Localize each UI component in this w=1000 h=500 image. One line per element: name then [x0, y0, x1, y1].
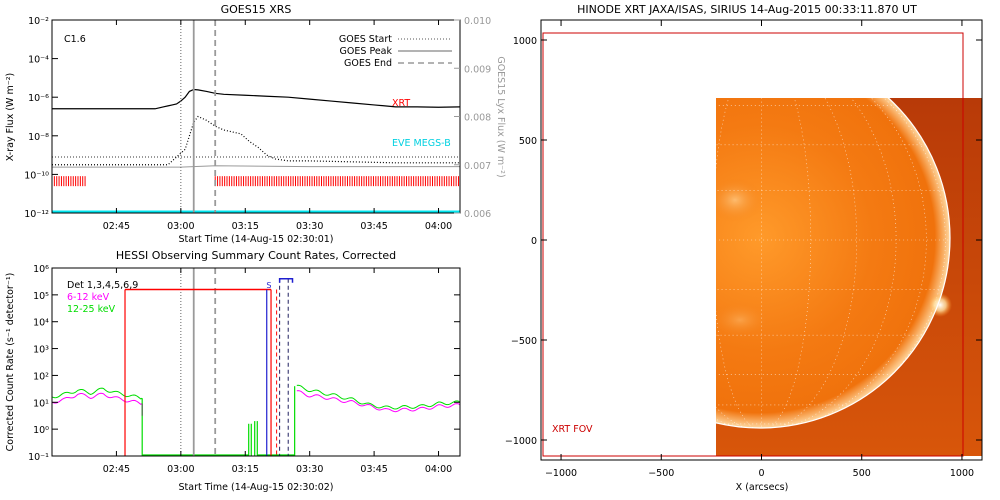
- hessi-series-12-25-keV: [52, 387, 143, 400]
- hessi-series-12-25-keV: [296, 384, 460, 410]
- goes-class-label: C1.6: [64, 34, 86, 45]
- xrt-title: HINODE XRT JAXA/ISAS, SIRIUS 14-Aug-2015…: [577, 3, 917, 16]
- solar-disk: [716, 98, 950, 428]
- hessi-x-tick-label: 04:00: [425, 464, 452, 475]
- hessi-y-tick-label: 10¹: [33, 398, 49, 409]
- hessi-y-label: Corrected Count Rate (s⁻¹ detector⁻¹): [5, 273, 16, 452]
- legend-goes-end: GOES End: [344, 58, 392, 69]
- longitude-gridline: [716, 98, 762, 428]
- goes-y-tick-label: 10⁻⁸: [28, 132, 49, 143]
- goes-x-tick-label: 03:00: [167, 221, 194, 232]
- hessi-saa-label: S: [266, 281, 271, 290]
- goes-y-right-tick-label: 0.007: [464, 161, 491, 172]
- xrt-y-tick-label: −500: [511, 336, 537, 347]
- xrt-y-tick-label: 500: [519, 136, 537, 147]
- hessi-x-tick-label: 03:15: [232, 464, 259, 475]
- xrt-y-tick-label: 0: [531, 236, 537, 247]
- goes-x-tick-label: 04:00: [425, 221, 452, 232]
- hessi-y-tick-label: 10⁵: [33, 291, 49, 302]
- goes-y-right-tick-label: 0.009: [464, 64, 491, 75]
- goes-xrt-label: XRT: [392, 98, 410, 109]
- goes-x-tick-label: 03:15: [232, 221, 259, 232]
- legend-goes-start: GOES Start: [339, 34, 392, 45]
- legend-6-12: 6-12 keV: [67, 292, 110, 303]
- xrt-fov-label: XRT FOV: [552, 424, 593, 435]
- goes-x-tick-label: 03:30: [296, 221, 323, 232]
- hessi-legend: Det 1,3,4,5,6,9 6-12 keV 12-25 keV: [67, 280, 138, 315]
- goes-series-lyx: [52, 165, 460, 168]
- hessi-x-tick-label: 03:45: [360, 464, 387, 475]
- hessi-x-label: Start Time (14-Aug-15 02:30:02): [179, 482, 334, 493]
- goes-y-tick-label: 10⁻²: [28, 16, 49, 27]
- goes-y-right-label: GOES15 Lyx Flux (W m⁻²): [495, 56, 506, 177]
- hessi-y-tick-label: 10⁴: [33, 318, 49, 329]
- goes-y-right-tick-label: 0.010: [464, 16, 491, 27]
- goes-panel: GOES15 XRS X-ray Flux (W m⁻²) GOES15 Lyx…: [5, 3, 506, 245]
- xrt-y-tick-label: −1000: [505, 436, 537, 447]
- goes-eve-label: EVE MEGS-B: [392, 138, 451, 149]
- legend-goes-peak: GOES Peak: [340, 46, 393, 57]
- goes-series-short: [52, 115, 460, 166]
- hessi-x-tick-label: 03:00: [167, 464, 194, 475]
- goes-y-tick-label: 10⁻⁴: [28, 55, 49, 66]
- xrt-x-tick-label: 500: [853, 468, 871, 479]
- flare-brightening: [928, 293, 952, 317]
- goes-x-tick-label: 02:45: [103, 221, 130, 232]
- hessi-x-tick-label: 03:30: [296, 464, 323, 475]
- legend-det: Det 1,3,4,5,6,9: [67, 280, 138, 291]
- xrt-panel: HINODE XRT JAXA/ISAS, SIRIUS 14-Aug-2015…: [505, 3, 983, 493]
- hessi-panel: HESSI Observing Summary Count Rates, Cor…: [5, 249, 461, 493]
- goes-y-tick-label: 10⁻¹⁰: [24, 170, 49, 181]
- goes-legend: GOES Start GOES Peak GOES End: [339, 34, 452, 69]
- xrt-y-tick-label: 1000: [513, 36, 537, 47]
- goes-x-tick-label: 03:45: [360, 221, 387, 232]
- hessi-series-6-12-keV: [52, 392, 143, 405]
- xrt-image: [716, 98, 982, 456]
- goes-title: GOES15 XRS: [221, 3, 292, 16]
- legend-12-25: 12-25 keV: [67, 304, 116, 315]
- goes-frame: [51, 19, 461, 214]
- xrt-x-tick-label: −500: [648, 468, 674, 479]
- hessi-y-tick-label: 10⁰: [33, 425, 49, 436]
- xrt-x-tick-label: 1000: [950, 468, 974, 479]
- goes-y-tick-label: 10⁻⁶: [28, 93, 49, 104]
- xrt-x-tick-label: −1000: [545, 468, 577, 479]
- goes-y-right-tick-label: 0.008: [464, 113, 491, 124]
- goes-y-tick-label: 10⁻¹²: [24, 209, 49, 220]
- xrt-x-label: X (arcsecs): [736, 482, 789, 493]
- limb-circle: [716, 98, 951, 429]
- hessi-frame: [51, 267, 461, 457]
- hessi-series-6-12-keV: [296, 390, 460, 413]
- goes-series-long: [52, 88, 460, 110]
- hessi-y-tick-label: 10⁶: [33, 264, 49, 275]
- xrt-x-tick-label: 0: [758, 468, 764, 479]
- goes-y-right-tick-label: 0.006: [464, 209, 491, 220]
- hessi-title: HESSI Observing Summary Count Rates, Cor…: [116, 249, 396, 262]
- hessi-y-tick-label: 10⁻¹: [28, 452, 49, 463]
- goes-y-left-label: X-ray Flux (W m⁻²): [5, 73, 16, 162]
- hessi-y-tick-label: 10³: [33, 345, 49, 356]
- xrt-fov-box: [542, 32, 964, 457]
- hessi-y-tick-label: 10²: [33, 371, 49, 382]
- goes-x-label: Start Time (14-Aug-15 02:30:01): [179, 234, 334, 245]
- active-region-2: [716, 302, 770, 338]
- longitude-gridline: [761, 98, 812, 428]
- hessi-x-tick-label: 02:45: [103, 464, 130, 475]
- hessi-saa-bar: [278, 277, 294, 283]
- active-region: [716, 178, 763, 222]
